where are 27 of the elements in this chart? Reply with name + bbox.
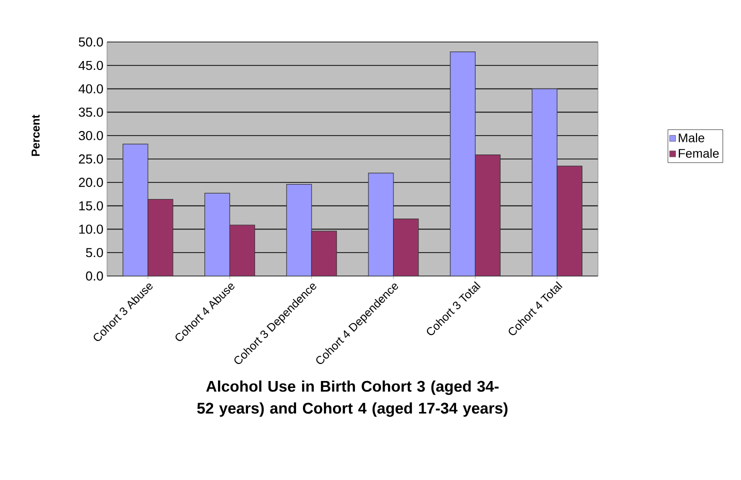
bar [229, 224, 256, 276]
bar [286, 184, 312, 276]
y-tick-label: 25.0 [78, 154, 103, 164]
legend-label: Male [678, 133, 704, 142]
y-tick-label: 5.0 [86, 248, 103, 258]
y-tick-label: 45.0 [78, 60, 103, 70]
y-axis-title: Percent [32, 114, 40, 156]
y-tick-label: 0.0 [86, 271, 103, 281]
bar [204, 192, 230, 276]
bar [148, 198, 174, 276]
bar [122, 144, 148, 276]
bar [475, 154, 500, 276]
bar [450, 52, 476, 276]
y-tick-label: 40.0 [78, 84, 103, 94]
bar [368, 172, 394, 276]
y-tick-label: 10.0 [79, 224, 103, 234]
y-tick-label: 35.0 [78, 108, 103, 117]
y-tick-label: 20.0 [78, 178, 103, 187]
x-axis-title: Alcohol Use in Birth Cohort 3 (aged 34-52 years) and Cohort 4 (aged 17-34 years) [197, 380, 508, 417]
bar [556, 166, 582, 276]
legend-label: Female [678, 148, 719, 158]
bar [393, 218, 419, 276]
bar [532, 88, 558, 276]
y-tick-label: 50.0 [78, 37, 103, 47]
y-tick-label: 15.0 [79, 201, 103, 210]
y-tick-label: 30.0 [78, 131, 103, 140]
bar [311, 230, 337, 276]
